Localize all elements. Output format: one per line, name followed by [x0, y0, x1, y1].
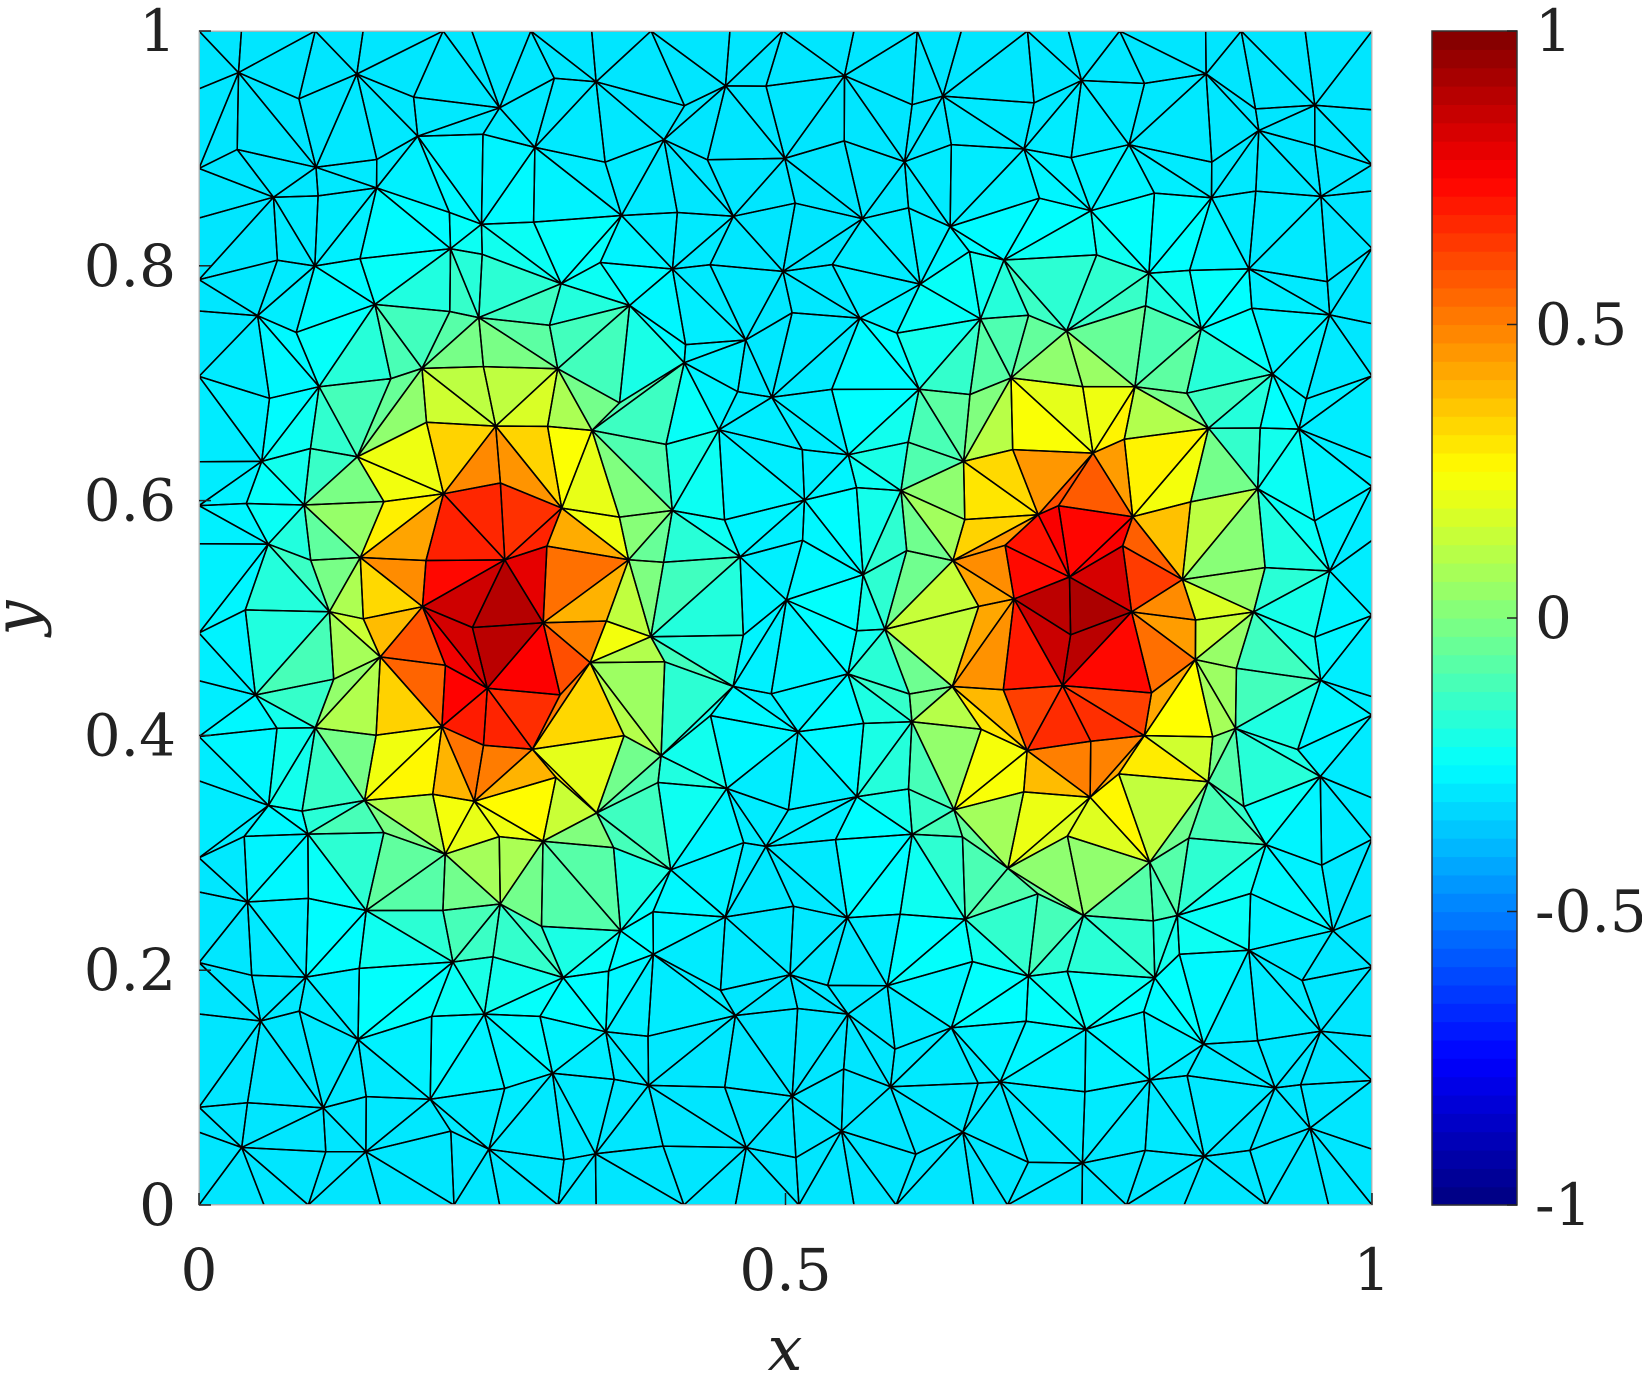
colorbar-swatch [1432, 1131, 1517, 1151]
mesh-triangle-edge [1204, 31, 1242, 75]
colorbar-swatch [1432, 452, 1517, 472]
colorbar-swatch [1432, 1168, 1517, 1188]
colorbar-ticks: -1 -0.5 0 0.5 1 [1507, 0, 1642, 1239]
colorbar-swatch [1432, 434, 1517, 454]
colorbar-swatch [1432, 838, 1517, 858]
colorbar-tick-label: 1 [1535, 0, 1572, 65]
colorbar-swatch [1432, 1076, 1517, 1096]
colorbar-swatch [1432, 654, 1517, 674]
y-tick-label: 1 [139, 0, 176, 65]
colorbar-swatch [1432, 984, 1517, 1004]
colorbar-swatch [1432, 801, 1517, 821]
colorbar-swatch [1432, 673, 1517, 692]
colorbar-swatch [1432, 526, 1517, 546]
mesh-triangle-edge [590, 31, 652, 83]
x-tick-label: 1 [1354, 1236, 1391, 1304]
colorbar-swatch [1432, 141, 1517, 160]
x-axis-label: x [768, 1312, 803, 1385]
colorbar-swatch [1432, 856, 1517, 876]
colorbar-swatch [1432, 397, 1517, 417]
colorbar-tick-label: 0.5 [1535, 291, 1627, 359]
colorbar-swatch [1432, 948, 1517, 968]
colorbar-swatch [1432, 599, 1517, 619]
colorbar-swatch [1432, 1058, 1517, 1078]
colorbar-swatch [1432, 929, 1517, 949]
colorbar-swatch [1432, 196, 1517, 216]
colorbar-swatch [1432, 746, 1517, 766]
colorbar-swatch [1432, 966, 1517, 986]
colorbar-swatch [1432, 618, 1517, 637]
colorbar-swatch [1432, 214, 1517, 234]
mesh-triangle-edge [942, 31, 1029, 97]
colorbar-swatch [1432, 269, 1517, 289]
colorbar-swatch [1432, 324, 1517, 344]
colorbar-swatch [1432, 49, 1517, 69]
colorbar-swatch [1432, 159, 1517, 179]
mesh-fill [199, 31, 1372, 1205]
colorbar-swatch [1432, 86, 1517, 105]
colorbar-swatch [1432, 1113, 1517, 1133]
colorbar-swatch [1432, 1149, 1517, 1169]
colorbar-swatch [1432, 416, 1517, 436]
colorbar-swatch [1432, 819, 1517, 839]
colorbar: -1 -0.5 0 0.5 1 [1431, 0, 1642, 1239]
x-axis: 0 0.5 1 [181, 1193, 1391, 1304]
colorbar-swatch [1432, 287, 1517, 307]
colorbar-tick-label: 0 [1535, 584, 1572, 652]
colorbar-tick-label: -0.5 [1535, 878, 1642, 946]
plot-area [198, 30, 1373, 1206]
colorbar-swatch [1432, 177, 1517, 197]
colorbar-swatch [1432, 581, 1517, 601]
mesh-triangle-edge [1067, 31, 1121, 82]
colorbar-swatch [1432, 1094, 1517, 1114]
colorbar-swatch [1432, 1039, 1517, 1059]
y-tick-label: 0.2 [84, 936, 176, 1004]
colorbar-swatch [1432, 636, 1517, 656]
colorbar-swatch [1432, 691, 1517, 711]
colorbar-swatch [1432, 306, 1517, 326]
colorbar-swatch [1432, 361, 1517, 381]
colorbar-swatch [1432, 728, 1517, 747]
y-tick-label: 0.4 [84, 701, 176, 769]
x-tick-label: 0.5 [739, 1236, 831, 1304]
y-tick-label: 0.8 [84, 232, 176, 300]
colorbar-swatch [1432, 232, 1517, 252]
colorbar-swatch [1432, 489, 1517, 509]
mesh-triangle-edge [356, 31, 444, 75]
colorbar-swatch [1432, 471, 1517, 491]
colorbar-swatch [1432, 67, 1517, 87]
colorbar-swatch [1432, 783, 1517, 803]
mesh-triangle-edge [471, 31, 532, 109]
colorbar-swatch [1432, 342, 1517, 362]
y-tick-label: 0 [139, 1171, 176, 1239]
mesh-triangle-edge [724, 31, 784, 87]
mesh-edges [199, 31, 1372, 1205]
colorbar-swatch [1432, 893, 1517, 913]
colorbar-swatch [1432, 1003, 1517, 1023]
colorbar-swatch [1432, 104, 1517, 124]
colorbar-swatch [1432, 1021, 1517, 1041]
colorbar-swatch [1432, 251, 1517, 271]
y-axis: 0 0.2 0.4 0.6 0.8 1 [84, 0, 211, 1239]
x-tick-label: 0 [181, 1236, 218, 1304]
colorbar-swatch [1432, 379, 1517, 399]
colorbar-swatch [1432, 544, 1517, 564]
colorbar-swatch [1432, 764, 1517, 784]
y-axis-label: y [0, 600, 53, 639]
colorbar-swatch [1432, 31, 1517, 50]
y-tick-label: 0.6 [84, 467, 176, 535]
colorbar-swatch [1432, 911, 1517, 931]
mesh-triangle-edge [1304, 31, 1372, 107]
colorbar-swatch [1432, 562, 1517, 582]
colorbar-swatch [1432, 1186, 1517, 1206]
mesh-triangle-edge [843, 31, 918, 77]
mesh-triangle-edge [237, 31, 316, 74]
colorbar-swatches [1432, 31, 1517, 1206]
colorbar-swatch [1432, 709, 1517, 729]
colorbar-tick-label: -1 [1535, 1171, 1592, 1239]
colorbar-swatch [1432, 122, 1517, 142]
colorbar-swatch [1432, 874, 1517, 894]
colorbar-swatch [1432, 507, 1517, 527]
